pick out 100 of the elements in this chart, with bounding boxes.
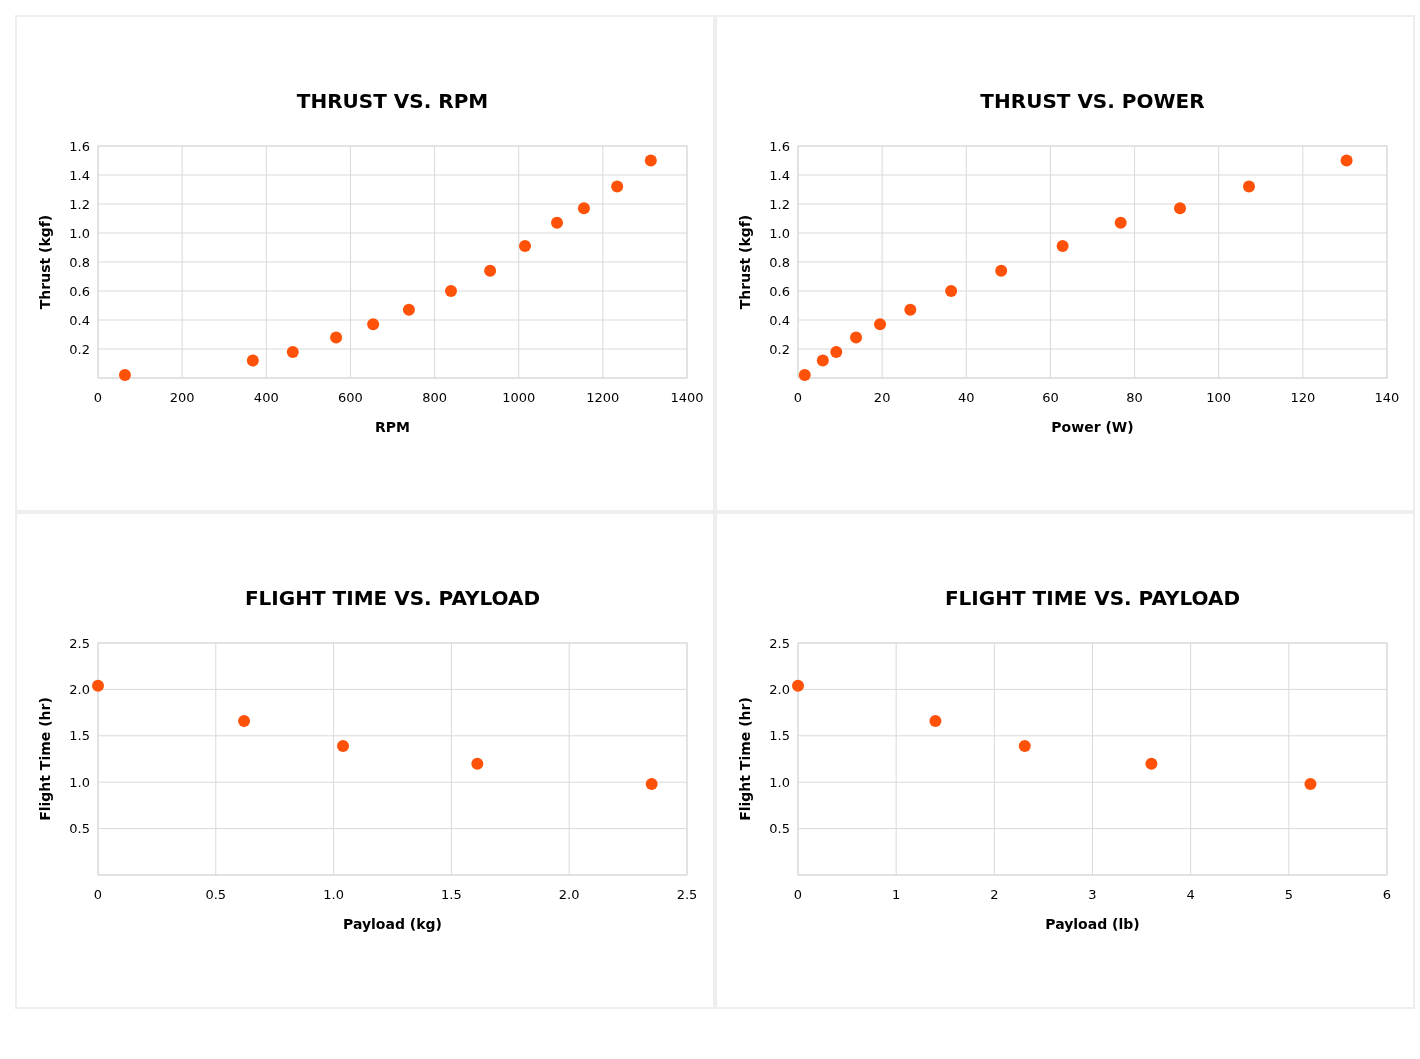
y-tick-label: 0.6 <box>769 283 790 299</box>
point <box>238 714 251 727</box>
x-tick-label: 600 <box>338 390 363 405</box>
x-tick-label: 400 <box>253 390 279 405</box>
point <box>118 369 131 382</box>
x-tick-label: 1.5 <box>441 887 462 902</box>
point <box>444 285 457 297</box>
x-tick-label: 0.5 <box>205 887 227 902</box>
x-tick-label: 2.0 <box>558 887 580 902</box>
y-tick-label: 1.0 <box>69 225 90 241</box>
point <box>246 354 259 367</box>
point <box>929 714 942 727</box>
y-tick-label: 0.8 <box>69 254 90 270</box>
y-axis-title: Thrust (kgf) <box>37 214 53 310</box>
point <box>577 202 590 215</box>
point <box>92 679 104 692</box>
y-tick-label: 2.0 <box>769 681 790 697</box>
y-tick-label: 1.0 <box>769 225 790 241</box>
x-tick-label: 2 <box>990 887 999 902</box>
point <box>330 331 343 344</box>
y-tick-label: 0.4 <box>769 312 790 328</box>
point <box>1243 180 1256 193</box>
point <box>1018 740 1031 753</box>
x-tick-label: 60 <box>1042 390 1059 405</box>
x-axis-title: Power (W) <box>1051 419 1134 435</box>
y-tick-label: 0.4 <box>69 312 90 328</box>
point <box>645 778 658 791</box>
x-axis-title: Payload (lb) <box>1045 916 1140 932</box>
y-tick-label: 1.0 <box>69 774 90 790</box>
y-tick-label: 1.4 <box>769 167 790 183</box>
x-tick-label: 120 <box>1290 390 1316 405</box>
point <box>874 318 887 331</box>
x-tick-label: 0 <box>793 887 803 902</box>
x-tick-label: 1000 <box>502 390 536 405</box>
point <box>995 264 1008 277</box>
point <box>1174 202 1187 215</box>
x-tick-label: 100 <box>1206 390 1232 405</box>
y-tick-label: 1.5 <box>69 728 90 744</box>
point <box>830 345 843 358</box>
y-tick-label: 0.2 <box>769 341 790 357</box>
y-tick-label: 2.5 <box>769 635 790 651</box>
y-tick-label: 0.2 <box>69 341 90 357</box>
x-tick-label: 2.5 <box>676 887 698 902</box>
point <box>1114 216 1127 229</box>
y-tick-label: 2.0 <box>69 681 90 697</box>
chart-title: FLIGHT TIME VS. PAYLOAD <box>944 586 1241 610</box>
point <box>402 303 415 316</box>
point <box>1304 778 1317 791</box>
y-tick-label: 1.4 <box>69 167 90 183</box>
point <box>471 757 484 770</box>
point <box>337 740 350 753</box>
y-tick-label: 1.6 <box>769 138 790 154</box>
y-axis-title: Thrust (kgf) <box>737 214 753 310</box>
x-tick-label: 0 <box>793 390 803 405</box>
x-tick-label: 0 <box>93 390 103 405</box>
x-tick-label: 5 <box>1284 887 1293 902</box>
x-tick-label: 1400 <box>670 390 704 405</box>
y-tick-label: 0.6 <box>69 283 90 299</box>
point <box>850 331 863 344</box>
x-tick-label: 0 <box>93 887 103 902</box>
point <box>367 318 380 331</box>
y-tick-label: 1.0 <box>769 774 790 790</box>
y-tick-label: 1.2 <box>69 196 90 212</box>
point <box>286 345 299 358</box>
y-tick-label: 1.6 <box>69 138 90 154</box>
y-tick-label: 1.2 <box>769 196 790 212</box>
x-tick-label: 800 <box>422 390 447 405</box>
point <box>1056 240 1069 253</box>
point <box>1145 757 1158 770</box>
y-axis-title: Flight Time (hr) <box>37 697 53 821</box>
point <box>792 679 804 692</box>
point <box>798 369 811 382</box>
x-tick-label: 1.0 <box>323 887 344 902</box>
chart-title: FLIGHT TIME VS. PAYLOAD <box>244 586 541 610</box>
point <box>611 180 624 193</box>
chart-title: THRUST VS. RPM <box>296 89 489 113</box>
point <box>816 354 829 367</box>
x-tick-label: 6 <box>1382 887 1392 902</box>
chart-title: THRUST VS. POWER <box>980 89 1205 113</box>
x-tick-label: 20 <box>873 390 891 405</box>
x-tick-label: 3 <box>1088 887 1097 902</box>
point <box>551 216 563 229</box>
point <box>1340 154 1353 167</box>
x-tick-label: 80 <box>1126 390 1143 405</box>
y-tick-label: 0.5 <box>769 821 790 837</box>
x-tick-label: 4 <box>1186 887 1195 902</box>
x-tick-label: 200 <box>169 390 195 405</box>
y-tick-label: 1.5 <box>769 728 790 744</box>
point <box>945 285 958 297</box>
x-tick-label: 1 <box>892 887 901 902</box>
point <box>904 303 917 316</box>
x-tick-label: 40 <box>958 390 975 405</box>
y-tick-label: 0.8 <box>769 254 790 270</box>
x-tick-label: 140 <box>1374 390 1400 405</box>
y-tick-label: 2.5 <box>69 635 90 651</box>
x-tick-label: 1200 <box>586 390 620 405</box>
point <box>644 154 657 167</box>
x-axis-title: RPM <box>375 419 410 435</box>
y-tick-label: 0.5 <box>69 821 90 837</box>
point <box>519 240 532 253</box>
